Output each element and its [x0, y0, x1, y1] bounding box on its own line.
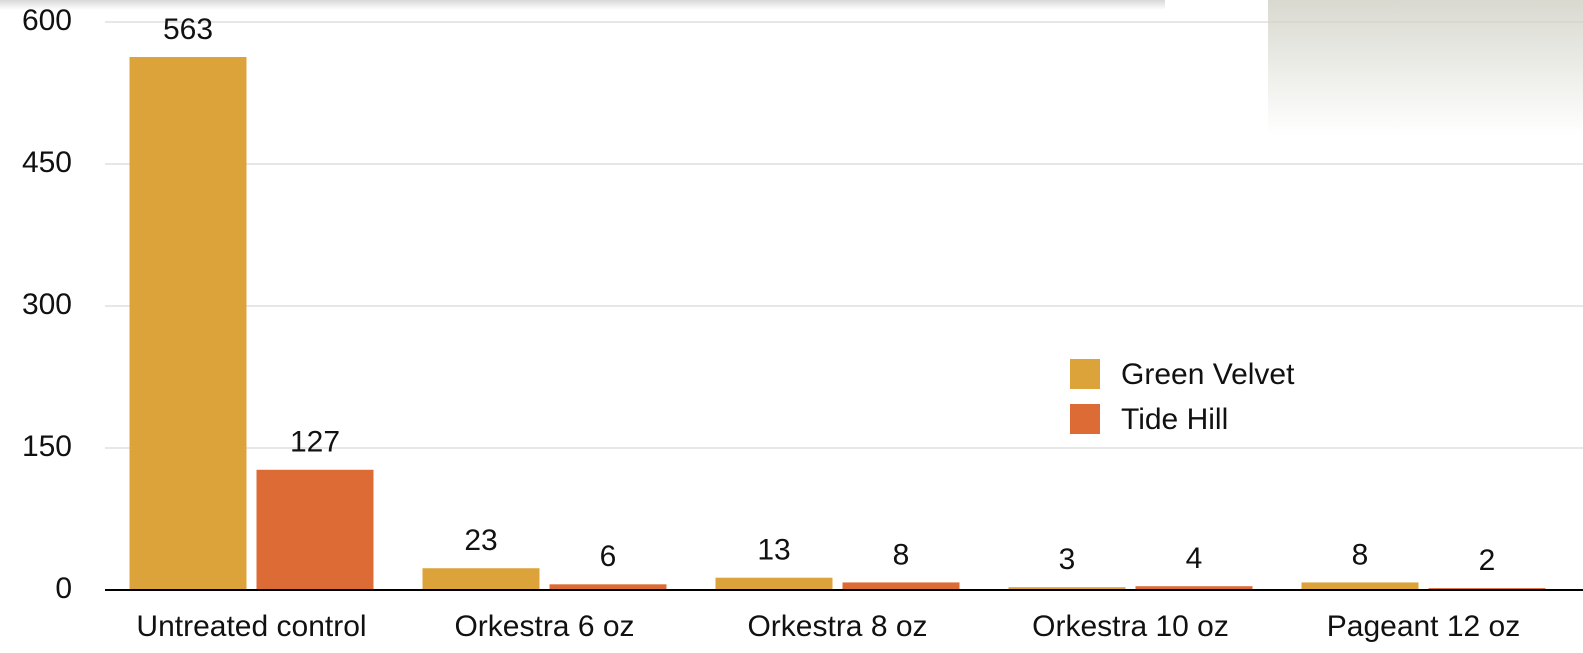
header-shadow: [0, 0, 1165, 10]
bar: [423, 568, 540, 590]
value-label: 13: [757, 534, 790, 567]
x-tick-label: Orkestra 10 oz: [1032, 610, 1229, 643]
bar: [257, 470, 374, 590]
legend-label: Tide Hill: [1121, 403, 1228, 436]
value-label: 563: [163, 13, 213, 46]
x-tick-label: Untreated control: [136, 610, 366, 643]
bar: [716, 578, 833, 590]
value-label: 6: [600, 540, 617, 573]
y-tick-label: 600: [22, 4, 72, 37]
legend-label: Green Velvet: [1121, 358, 1295, 391]
y-tick-label: 450: [22, 146, 72, 179]
value-label: 8: [893, 538, 910, 571]
x-tick-label: Orkestra 6 oz: [454, 610, 634, 643]
y-tick-label: 150: [22, 430, 72, 463]
value-label: 3: [1059, 543, 1076, 576]
legend-swatch: [1070, 404, 1100, 434]
y-tick-label: 300: [22, 288, 72, 321]
value-label: 2: [1479, 544, 1496, 577]
background-decoration: [1268, 0, 1583, 135]
bar: [843, 582, 960, 590]
y-tick-label: 0: [55, 572, 72, 605]
value-label: 8: [1352, 538, 1369, 571]
bar: [1302, 582, 1419, 590]
bar: [130, 57, 247, 590]
value-label: 23: [464, 524, 497, 557]
x-tick-label: Pageant 12 oz: [1327, 610, 1521, 643]
value-label: 4: [1186, 542, 1203, 575]
page: 0 150 300 450 600 Untreated control 563 127 Orke…: [0, 0, 1583, 653]
x-tick-label: Orkestra 8 oz: [747, 610, 927, 643]
legend-swatch: [1070, 359, 1100, 389]
chart: 0 150 300 450 600 Untreated control 563 127 Orke…: [0, 0, 1583, 653]
value-label: 127: [290, 426, 340, 459]
